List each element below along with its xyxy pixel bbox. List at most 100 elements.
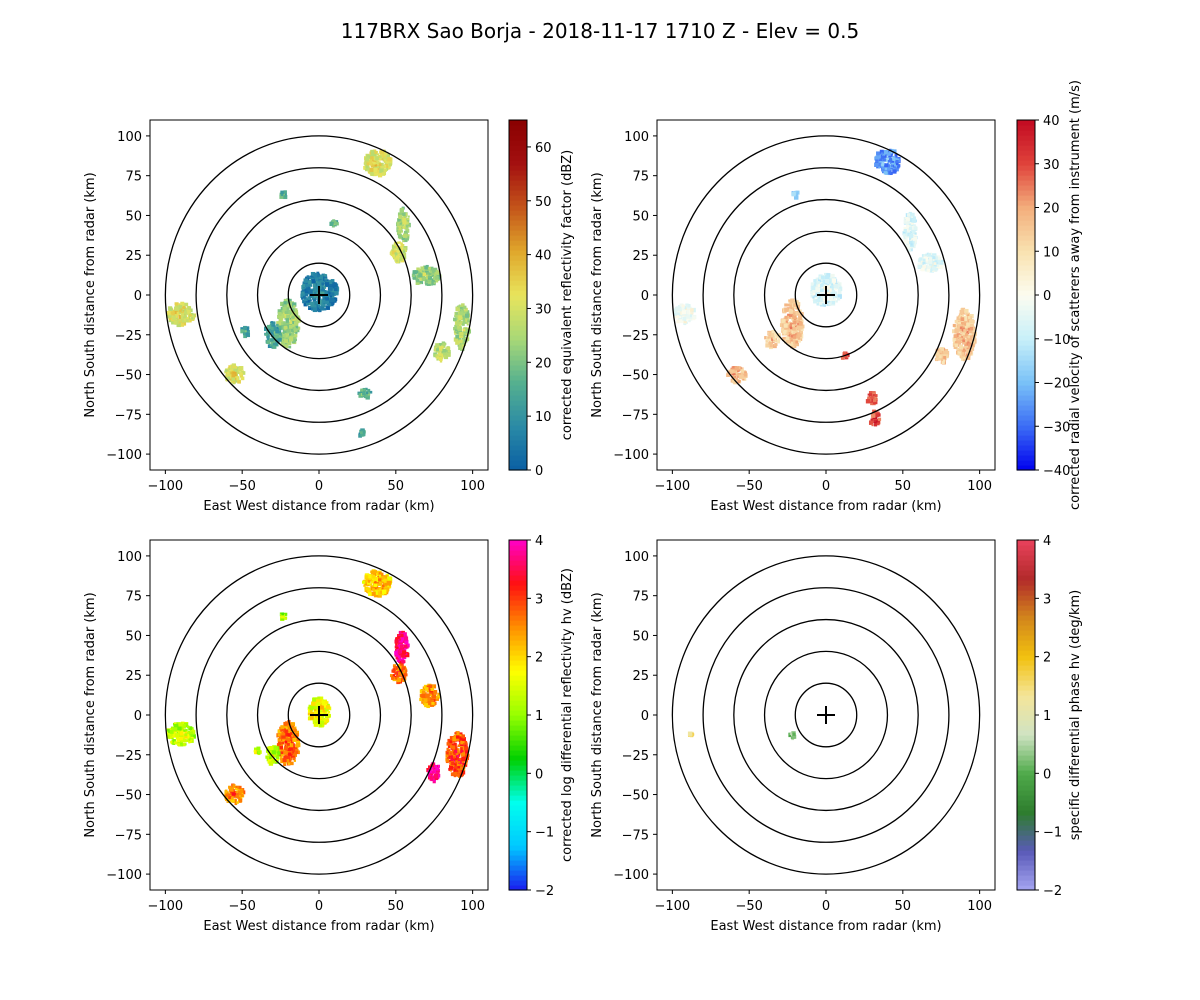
colorbar-swatch <box>1017 390 1035 396</box>
echo-pixel <box>325 718 330 723</box>
echo-pixel <box>767 336 770 339</box>
echo-pixel <box>453 750 458 754</box>
echo-pixel <box>871 424 874 427</box>
echo-pixel <box>446 742 451 746</box>
echo-pixel <box>301 297 304 300</box>
echo-pixel <box>425 281 430 286</box>
echo-pixel <box>829 283 832 286</box>
colorbar-swatch <box>509 395 527 401</box>
echo-pixel <box>284 761 287 765</box>
echo-pixel <box>278 338 282 342</box>
echo-pixel <box>306 291 310 295</box>
echo-pixel <box>833 282 836 285</box>
echo-pixel <box>919 257 923 261</box>
echo-pixel <box>871 395 877 401</box>
echo-pixel <box>244 330 247 333</box>
echo-pixel <box>465 310 470 314</box>
colorbar-swatch <box>509 695 527 701</box>
echo-pixel <box>302 283 306 288</box>
echo-pixel <box>257 751 261 754</box>
echo-pixel <box>327 710 331 714</box>
echo-pixel <box>285 732 289 737</box>
range-ring <box>164 135 474 455</box>
echo-pixel <box>235 794 240 799</box>
echo-pixel <box>401 236 405 241</box>
colorbar-swatch <box>509 625 527 631</box>
echo-pixel <box>833 297 837 300</box>
colorbar-tick-label: −30 <box>1043 420 1070 435</box>
echo-pixel <box>403 673 406 676</box>
echo-pixel <box>903 220 908 224</box>
echo-pixel <box>419 277 424 281</box>
echo-pixel <box>865 399 871 404</box>
echo-pixel <box>837 288 841 292</box>
echo-pixel <box>818 282 821 286</box>
echo-pixel <box>683 308 686 312</box>
echo-pixel <box>427 275 431 278</box>
colorbar-tick-label: 0 <box>1043 289 1051 304</box>
echo-cell <box>224 783 246 806</box>
echo-pixel <box>959 314 964 319</box>
echo-pixel <box>398 658 403 664</box>
echo-cell <box>362 569 393 598</box>
echo-cell <box>453 303 472 351</box>
echo-pixel <box>394 252 398 256</box>
echo-pixel <box>229 787 234 792</box>
echo-pixel <box>174 306 179 311</box>
echo-pixel <box>283 301 287 305</box>
echo-cell <box>788 731 797 741</box>
echo-pixel <box>326 705 331 710</box>
echo-pixel <box>884 167 888 170</box>
x-tick-label: 50 <box>895 479 912 494</box>
echo-pixel <box>400 242 403 245</box>
colorbar-swatch <box>1017 815 1035 821</box>
echo-pixel <box>960 321 964 325</box>
echo-pixel <box>462 311 467 316</box>
echo-pixel <box>391 669 395 673</box>
echo-pixel <box>267 344 272 349</box>
echo-pixel <box>461 305 465 309</box>
colorbar-swatch <box>1017 830 1035 836</box>
echo-pixel <box>402 646 405 650</box>
echo-cell <box>329 219 339 228</box>
echo-pixel <box>180 743 184 747</box>
echo-pixel <box>370 150 375 155</box>
colorbar-label: corrected log differential reflectivity … <box>560 568 575 862</box>
echo-pixel <box>428 279 431 282</box>
echo-pixel <box>287 340 292 346</box>
echo-pixel <box>454 765 458 769</box>
colorbar-swatch <box>1017 205 1035 211</box>
echo-pixel <box>372 153 377 157</box>
echo-pixel <box>917 264 922 269</box>
echo-pixel <box>892 169 897 174</box>
echo-pixel <box>278 322 282 326</box>
echo-pixel <box>322 288 325 292</box>
colorbar-swatch <box>509 345 527 351</box>
colorbar-swatch <box>1017 265 1035 271</box>
echo-pixel <box>332 282 336 286</box>
echo-pixel <box>310 305 314 308</box>
echo-pixel <box>443 355 446 358</box>
echo-pixel <box>324 282 330 287</box>
y-tick-label: 50 <box>632 629 649 644</box>
echo-pixel <box>278 317 283 322</box>
colorbar-swatch <box>509 235 527 241</box>
colorbar-swatch <box>509 885 527 891</box>
colorbar-tick-label: −2 <box>1043 884 1062 899</box>
echo-pixel <box>269 756 272 760</box>
echo-pixel <box>961 352 965 355</box>
echo-pixel <box>368 591 373 596</box>
colorbar-swatch <box>1017 825 1035 831</box>
echo-pixel <box>461 756 466 762</box>
echo-pixel <box>240 794 244 798</box>
echo-pixel <box>888 158 892 163</box>
echo-pixel <box>282 321 286 325</box>
echo-pixel <box>677 312 680 316</box>
echo-pixel <box>893 155 898 160</box>
echo-pixel <box>789 326 793 330</box>
echo-pixel <box>330 292 335 296</box>
colorbar-tick-label: 2 <box>1043 651 1051 666</box>
colorbar-swatch <box>1017 215 1035 221</box>
echo-pixel <box>462 737 466 742</box>
